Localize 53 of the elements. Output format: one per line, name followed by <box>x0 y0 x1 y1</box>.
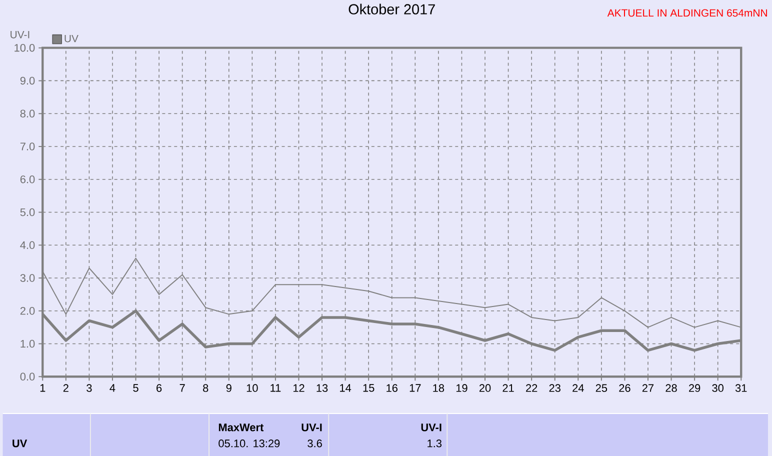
legend-label: UV <box>64 34 78 42</box>
x-tick-label: 24 <box>572 384 584 392</box>
y-tick-label: 7.0 <box>20 142 35 150</box>
y-tick-label: 1.0 <box>20 340 35 348</box>
x-tick-label: 13 <box>316 384 328 392</box>
text: 1.3 <box>428 439 442 448</box>
text: 3.6 <box>308 439 322 448</box>
text: AKTUELL IN ALDINGEN 654mNN <box>607 9 767 16</box>
x-tick-label: 4 <box>110 384 116 392</box>
x-tick-label: 31 <box>735 384 747 392</box>
x-tick-label: 7 <box>180 384 185 392</box>
x-tick-label: 19 <box>456 384 468 392</box>
x-tick-label: 23 <box>549 384 560 392</box>
x-tick-label: 6 <box>156 384 162 392</box>
x-tick-label: 22 <box>526 384 538 392</box>
y-tick-label: 9.0 <box>20 76 35 84</box>
x-tick-label: 25 <box>596 384 608 392</box>
text: 05.10. 13:29 <box>218 439 280 448</box>
x-tick-label: 3 <box>86 384 92 392</box>
x-tick-label: 30 <box>712 384 724 392</box>
x-tick-label: 18 <box>433 384 444 392</box>
y-tick-label: 4.0 <box>20 241 35 249</box>
text: MaxWert <box>218 423 264 432</box>
x-tick-label: 26 <box>619 384 630 392</box>
y-tick-label: 2.0 <box>20 306 35 315</box>
x-tick-label: 16 <box>386 384 398 392</box>
chart-title: Oktober 2017 <box>348 4 435 14</box>
x-tick-label: 14 <box>340 384 352 392</box>
x-tick-label: 29 <box>689 384 700 392</box>
y-tick-label: 3.0 <box>20 274 35 282</box>
y-tick-label: 6.0 <box>20 175 35 184</box>
x-tick-label: 8 <box>203 384 208 392</box>
y-tick-label: 0.0 <box>20 372 35 380</box>
text: UV-I <box>421 423 442 432</box>
x-tick-label: 5 <box>133 384 138 392</box>
x-tick-label: 1 <box>40 384 46 392</box>
x-tick-label: 27 <box>642 384 654 392</box>
x-tick-label: 28 <box>666 384 677 392</box>
x-tick-label: 2 <box>63 384 68 392</box>
x-tick-label: 15 <box>363 384 374 392</box>
y-tick-label: 8.0 <box>20 110 35 118</box>
text: UV-I <box>302 423 322 432</box>
y-tick-label: 10.0 <box>14 44 35 52</box>
x-tick-label: 9 <box>226 384 232 392</box>
x-tick-label: 12 <box>293 384 304 392</box>
x-tick-label: 10 <box>246 384 258 392</box>
y-axis-title: UV-I <box>10 30 30 38</box>
x-tick-label: 11 <box>270 384 281 392</box>
x-tick-label: 21 <box>502 384 514 392</box>
x-tick-label: 17 <box>410 384 421 392</box>
text: UV <box>12 439 28 448</box>
y-tick-label: 5.0 <box>20 208 35 216</box>
x-tick-label: 20 <box>479 384 491 392</box>
